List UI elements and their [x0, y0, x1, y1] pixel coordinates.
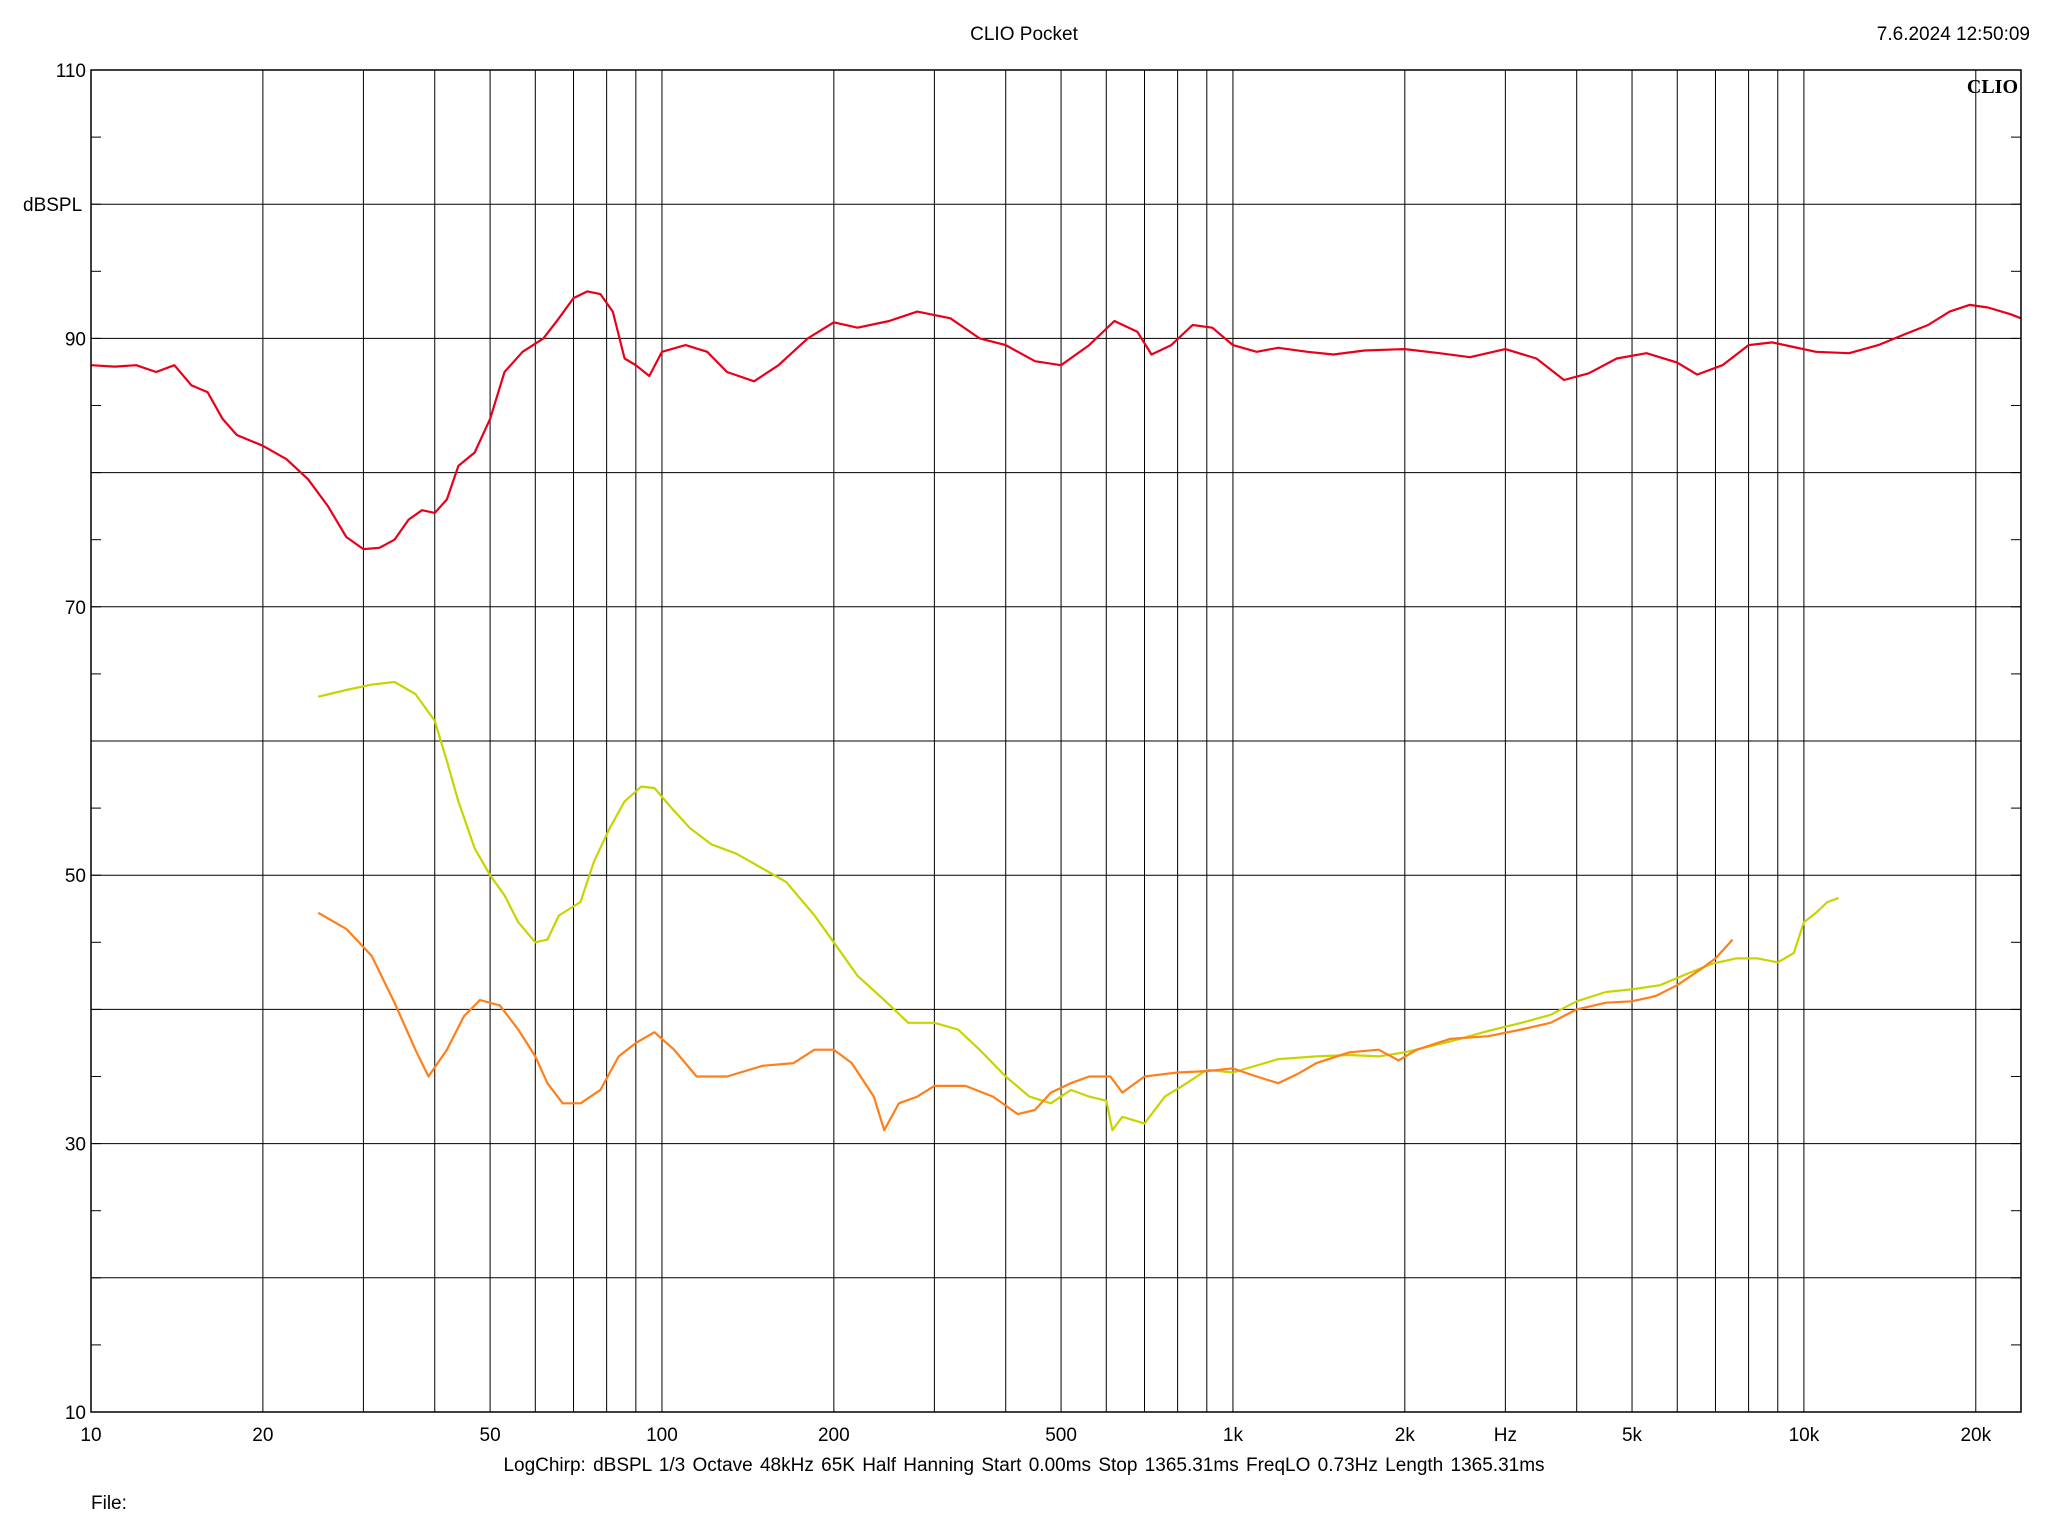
- timestamp: 7.6.2024 12:50:09: [1876, 24, 2030, 45]
- x-tick-label: 200: [818, 1425, 850, 1446]
- y-axis-label: dBSPL: [23, 195, 82, 216]
- x-tick-label: 500: [1045, 1425, 1077, 1446]
- measurement-settings: LogChirp: dBSPL 1/3 Octave 48kHz 65K Hal…: [503, 1455, 1545, 1476]
- x-tick-label: 1k: [1223, 1425, 1244, 1446]
- response-curve-3: [317, 911, 1734, 1132]
- y-tick-label: 10: [65, 1403, 86, 1424]
- response-curve-1: [90, 290, 2022, 551]
- x-tick-label: 10: [80, 1425, 101, 1446]
- chart-grid: [91, 70, 2021, 1412]
- file-label: File:: [91, 1493, 127, 1514]
- x-tick-label: 20: [252, 1425, 273, 1446]
- y-tick-label: 50: [65, 866, 86, 887]
- y-tick-label: 30: [65, 1135, 86, 1156]
- x-tick-label: 100: [646, 1425, 678, 1446]
- x-tick-label: 10k: [1789, 1425, 1820, 1446]
- response-curve-2: [317, 680, 1839, 1132]
- y-tick-label: 70: [65, 598, 86, 619]
- y-tick-label: 110: [56, 61, 86, 82]
- x-tick-label: 50: [480, 1425, 501, 1446]
- app-title: CLIO Pocket: [970, 24, 1078, 45]
- x-tick-label: 5k: [1622, 1425, 1643, 1446]
- chart-curves: [90, 290, 2022, 1132]
- x-tick-label: 20k: [1960, 1425, 1991, 1446]
- x-tick-label: 2k: [1395, 1425, 1416, 1446]
- y-tick-label: 90: [65, 329, 86, 350]
- clio-brand-mark: CLIO: [1967, 76, 2018, 98]
- x-axis-label: Hz: [1494, 1425, 1517, 1446]
